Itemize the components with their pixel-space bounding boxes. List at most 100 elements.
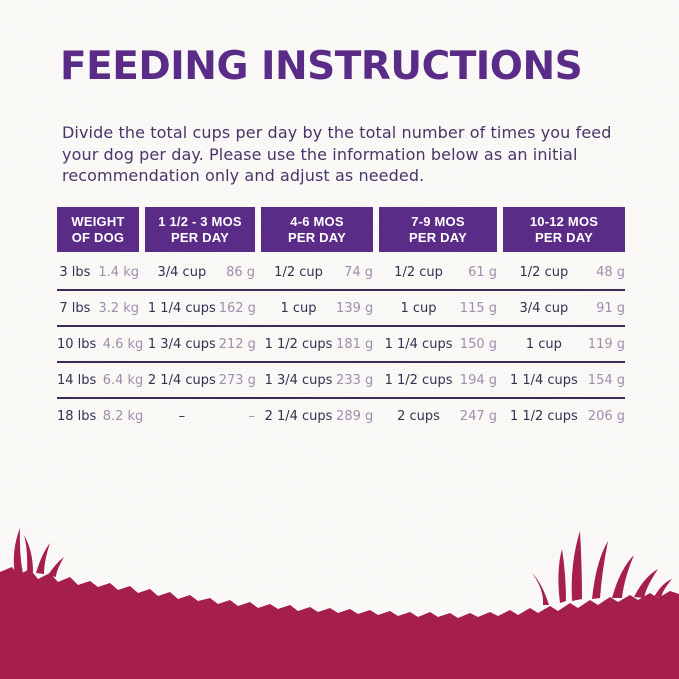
serving-cell: 1 1/2 cups 194 g <box>379 373 497 388</box>
grass-blade <box>36 543 50 574</box>
weight-lbs-value: 7 lbs <box>59 300 91 316</box>
cups-value: 1 3/4 cups <box>147 336 216 352</box>
serving-cell: 2 1/4 cups 273 g <box>145 372 256 388</box>
weight-kg-value: 6.4 kg <box>102 372 144 388</box>
grass-blade <box>24 535 33 574</box>
grams-value: 273 g <box>218 372 256 388</box>
grass-blade <box>654 579 672 598</box>
serving-cell: 1 cup 139 g <box>261 300 374 316</box>
grams-value: – <box>248 408 256 424</box>
weight-cell: 18 lbs 8.2 kg <box>57 408 143 424</box>
grams-value: 74 g <box>344 264 373 280</box>
serving-cell: 1 1/4 cups 150 g <box>379 337 497 352</box>
serving-cell: 1/2 cup 74 g <box>261 265 373 280</box>
cups-value: 1 1/2 cups <box>509 408 578 424</box>
intro-text: Divide the total cups per day by the tot… <box>62 123 612 186</box>
column-header-line2: PER DAY <box>409 229 467 245</box>
grass-blade <box>592 541 608 599</box>
serving-cell: 1 1/2 cups 206 g <box>503 409 625 424</box>
column-header-1: 1 1/2 - 3 MOS PER DAY <box>145 207 255 252</box>
weight-kg-value: 8.2 kg <box>102 408 144 424</box>
grams-value: 162 g <box>218 300 256 316</box>
cups-value: 1 1/4 cups <box>509 372 578 388</box>
serving-cell: 1/2 cup 48 g <box>503 265 625 280</box>
grass-blade <box>13 528 23 576</box>
weight-kg-value: 1.4 kg <box>98 264 139 280</box>
serving-cell: 1/2 cup 61 g <box>379 265 497 280</box>
grass-mound <box>0 567 679 679</box>
cups-value: 1 3/4 cups <box>264 372 333 388</box>
serving-cell: – – <box>145 409 255 424</box>
cups-value: 2 cups <box>397 408 440 424</box>
column-header-line1: 4-6 MOS <box>290 213 344 229</box>
cups-value: 2 1/4 cups <box>147 372 216 388</box>
cups-value: – <box>178 408 186 424</box>
weight-lbs-value: 14 lbs <box>57 372 97 388</box>
serving-cell: 3/4 cup 86 g <box>145 264 256 280</box>
column-header-line1: 7-9 MOS <box>411 213 465 229</box>
grams-value: 233 g <box>336 372 374 388</box>
column-header-line1: WEIGHT <box>71 213 125 229</box>
cups-value: 2 1/4 cups <box>264 408 333 424</box>
cups-value: 1/2 cup <box>519 264 569 280</box>
grams-value: 194 g <box>459 372 497 388</box>
cups-value: 3/4 cup <box>157 264 207 280</box>
grass-blade <box>532 573 549 605</box>
table-row: 3 lbs 1.4 kg 3/4 cup 86 g 1/2 cup 74 g 1/2 cup… <box>57 255 625 291</box>
weight-kg-value: 4.6 kg <box>102 336 144 352</box>
cups-value: 1 1/2 cups <box>264 336 333 352</box>
grams-value: 91 g <box>596 300 625 316</box>
grass-blade <box>612 555 634 598</box>
column-header-0: WEIGHT OF DOG <box>57 207 139 252</box>
serving-cell: 2 1/4 cups 289 g <box>261 408 374 424</box>
grams-value: 119 g <box>587 336 625 352</box>
grams-value: 247 g <box>459 408 497 424</box>
grams-value: 115 g <box>459 300 497 316</box>
cups-value: 1 cup <box>525 336 562 352</box>
column-header-line1: 1 1/2 - 3 MOS <box>158 213 242 229</box>
weight-lbs-value: 18 lbs <box>57 408 97 424</box>
cups-value: 1/2 cup <box>274 264 323 280</box>
grass-blade <box>558 549 566 603</box>
column-header-line2: PER DAY <box>171 229 229 245</box>
grams-value: 48 g <box>596 264 625 280</box>
serving-cell: 1 3/4 cups 233 g <box>261 372 374 388</box>
grams-value: 212 g <box>218 336 256 352</box>
column-header-2: 4-6 MOS PER DAY <box>261 207 373 252</box>
cups-value: 1 1/4 cups <box>147 300 216 316</box>
weight-cell: 14 lbs 6.4 kg <box>57 372 143 388</box>
grams-value: 86 g <box>226 264 255 280</box>
grass-blade <box>634 569 658 598</box>
grams-value: 154 g <box>587 372 625 388</box>
column-header-line1: 10-12 MOS <box>529 213 599 229</box>
serving-cell: 2 cups 247 g <box>379 409 497 424</box>
grass-blade <box>48 557 64 577</box>
cups-value: 1/2 cup <box>394 264 443 280</box>
column-header-line2: PER DAY <box>535 229 593 245</box>
cups-value: 1 1/4 cups <box>384 336 453 352</box>
cups-value: 1 cup <box>280 300 317 316</box>
grams-value: 206 g <box>587 408 625 424</box>
serving-cell: 1 cup 119 g <box>503 337 625 352</box>
weight-cell: 7 lbs 3.2 kg <box>57 301 139 316</box>
column-header-line2: PER DAY <box>288 229 346 245</box>
weight-lbs-value: 10 lbs <box>57 336 97 352</box>
serving-cell: 1 3/4 cups 212 g <box>145 336 256 352</box>
serving-cell: 1 1/4 cups 154 g <box>503 373 625 388</box>
table-body: 3 lbs 1.4 kg 3/4 cup 86 g 1/2 cup 74 g 1/2 cup… <box>57 255 625 433</box>
serving-cell: 1 1/2 cups 181 g <box>261 336 374 352</box>
grass-silhouette <box>0 528 679 679</box>
column-header-line2: OF DOG <box>71 229 125 245</box>
grams-value: 150 g <box>459 336 497 352</box>
serving-cell: 1 cup 115 g <box>379 300 498 316</box>
grams-value: 181 g <box>336 336 374 352</box>
page-title: FEEDING INSTRUCTIONS <box>60 44 583 89</box>
grams-value: 289 g <box>336 408 374 424</box>
table-row: 14 lbs 6.4 kg 2 1/4 cups 273 g 1 3/4 cups 233… <box>57 363 625 399</box>
serving-cell: 1 1/4 cups 162 g <box>145 300 256 316</box>
weight-cell: 3 lbs 1.4 kg <box>57 265 139 280</box>
feeding-table: WEIGHT OF DOG 1 1/2 - 3 MOS PER DAY 4-6 MOS P… <box>57 207 625 433</box>
column-header-4: 10-12 MOS PER DAY <box>503 207 625 252</box>
